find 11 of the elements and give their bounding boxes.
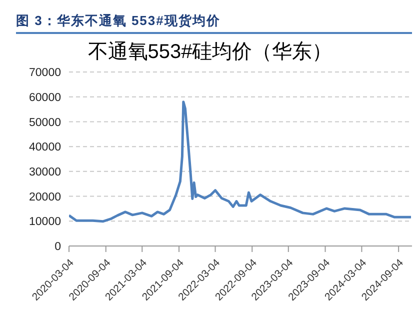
y-tick-label: 50000 xyxy=(29,116,61,129)
y-tick-label: 10000 xyxy=(29,216,61,228)
y-tick-label: 40000 xyxy=(29,142,61,154)
y-tick-label: 20000 xyxy=(29,191,61,204)
chart-title: 图 3：华东不通氧 553#现货均价 xyxy=(16,12,220,30)
y-tick-label: 0 xyxy=(54,241,61,254)
y-tick-label: 60000 xyxy=(29,92,61,104)
y-tick-label: 30000 xyxy=(29,166,61,179)
line-series xyxy=(69,100,412,223)
chart-subtitle: 不通氧553#硅均价（华东） xyxy=(86,40,334,65)
y-tick-label: 70000 xyxy=(29,67,61,80)
